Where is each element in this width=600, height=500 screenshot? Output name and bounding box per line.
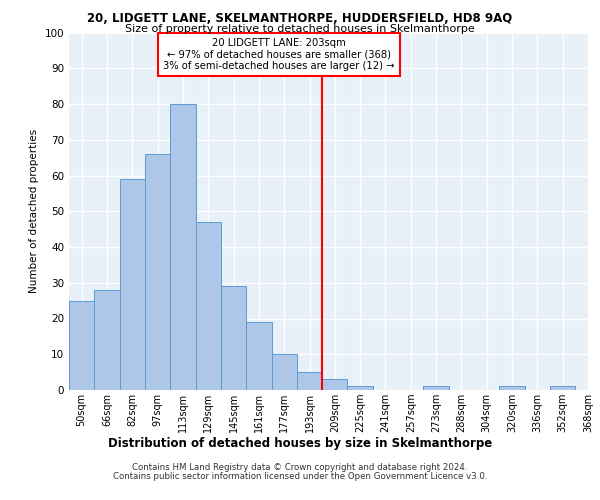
Bar: [246, 322, 272, 390]
Bar: [94, 290, 119, 390]
Bar: [119, 179, 145, 390]
Text: Contains HM Land Registry data © Crown copyright and database right 2024.: Contains HM Land Registry data © Crown c…: [132, 464, 468, 472]
Bar: [550, 386, 575, 390]
Bar: [69, 300, 94, 390]
Bar: [347, 386, 373, 390]
Text: Contains public sector information licensed under the Open Government Licence v3: Contains public sector information licen…: [113, 472, 487, 481]
Bar: [499, 386, 525, 390]
Bar: [196, 222, 221, 390]
Text: Distribution of detached houses by size in Skelmanthorpe: Distribution of detached houses by size …: [108, 437, 492, 450]
Text: 20 LIDGETT LANE: 203sqm
← 97% of detached houses are smaller (368)
3% of semi-de: 20 LIDGETT LANE: 203sqm ← 97% of detache…: [163, 38, 395, 71]
Text: 20, LIDGETT LANE, SKELMANTHORPE, HUDDERSFIELD, HD8 9AQ: 20, LIDGETT LANE, SKELMANTHORPE, HUDDERS…: [88, 12, 512, 26]
Bar: [170, 104, 196, 390]
Y-axis label: Number of detached properties: Number of detached properties: [29, 129, 39, 294]
Bar: [221, 286, 246, 390]
Bar: [297, 372, 322, 390]
Bar: [322, 380, 347, 390]
Text: Size of property relative to detached houses in Skelmanthorpe: Size of property relative to detached ho…: [125, 24, 475, 34]
Bar: [272, 354, 297, 390]
Bar: [424, 386, 449, 390]
Bar: [145, 154, 170, 390]
